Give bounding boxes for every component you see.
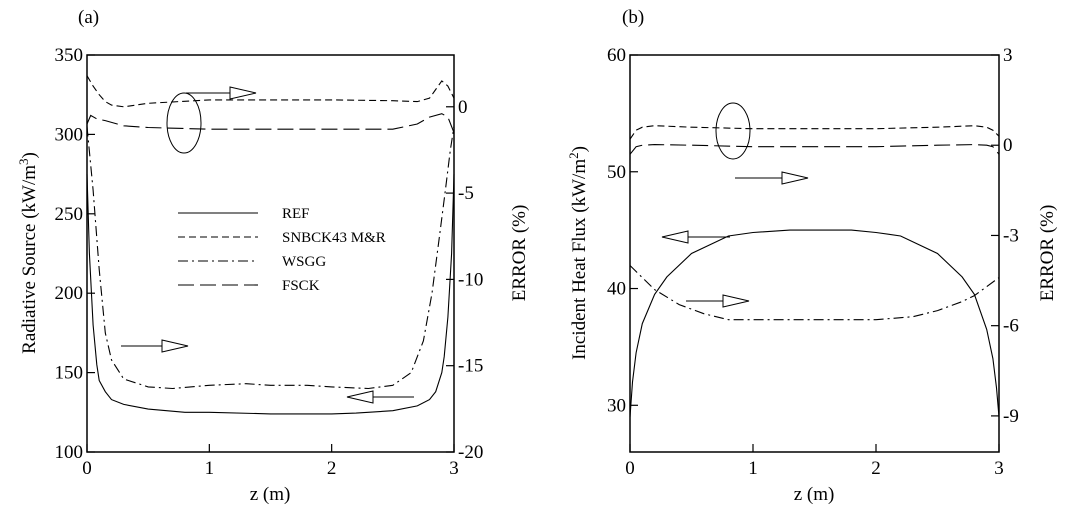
panel-a-legend: REF SNBCK43 M&R WSGG FSCK bbox=[178, 206, 386, 294]
panel-a-ytick-left-label-300: 300 bbox=[55, 124, 84, 145]
panel-a-ytick-right-label-0: 0 bbox=[458, 97, 468, 118]
panel-b-series-snbck43-m-r bbox=[629, 125, 1000, 140]
legend-label-wsgg: WSGG bbox=[282, 254, 326, 270]
panel-a-ytick-left-label-150: 150 bbox=[55, 363, 84, 384]
panel-b-arrow-right-axis-head bbox=[781, 171, 809, 185]
legend-label-snbck43-m-r: SNBCK43 M&R bbox=[282, 230, 386, 246]
panel-a-ticks: 0 1 2 3 100 150 200 250 300 350 -20 -15 -10 -5 0 bbox=[55, 45, 484, 479]
panel-b-arrow-wsgg-head bbox=[722, 294, 750, 308]
panel-b-ytick-left-label-50: 50 bbox=[607, 162, 626, 183]
panel-b-series-fsck bbox=[629, 144, 1000, 155]
panel-a-xtick-label-1: 1 bbox=[205, 458, 215, 479]
panel-b-ylabel-left-end: ) bbox=[569, 146, 590, 152]
legend-label-fsck: FSCK bbox=[282, 278, 320, 294]
panel-a-ytick-left-label-250: 250 bbox=[55, 204, 84, 225]
panel-a-ytick-left-label-350: 350 bbox=[55, 45, 84, 66]
panel-a-ylabel-right: ERROR (%) bbox=[509, 205, 530, 302]
panel-b-ylabel-left: Incident Heat Flux (kW/m2) bbox=[566, 146, 591, 360]
panel-b-label: (b) bbox=[622, 7, 644, 28]
panel-b-ylabel-left-sup: 2 bbox=[566, 152, 581, 159]
panel-b-series bbox=[629, 125, 1000, 418]
panel-b-plot-frame bbox=[629, 54, 1000, 453]
panel-b-ytick-right-label--3: -3 bbox=[1003, 225, 1019, 246]
panel-b-ytick-left-label-60: 60 bbox=[607, 45, 626, 66]
panel-a-ylabel-left-end: ) bbox=[19, 152, 40, 158]
panel-b-ytick-left-label-30: 30 bbox=[607, 395, 626, 416]
panel-b-ticks: 0 1 2 3 30 40 50 60 -9 -6 -3 0 3 bbox=[607, 45, 1019, 479]
panel-b-ytick-right-label-3: 3 bbox=[1003, 45, 1013, 66]
panel-a-series-fsck bbox=[86, 113, 455, 133]
panel-a-ylabel-left-text: Radiative Source (kW/m bbox=[19, 165, 40, 354]
panel-a-ylabel-left: Radiative Source (kW/m3) bbox=[16, 152, 41, 354]
panel-b: (b) 0 1 2 3 30 40 50 60 -9 -6 -3 0 3 z (m) Incident … bbox=[566, 7, 1059, 505]
panel-b-xtick-label-1: 1 bbox=[748, 458, 758, 479]
panel-a-ytick-left-label-200: 200 bbox=[55, 283, 84, 304]
panel-a-annotations bbox=[121, 86, 414, 404]
panel-a-series bbox=[86, 75, 455, 415]
panel-a-xtick-label-3: 3 bbox=[449, 458, 459, 479]
panel-b-arrow-ref-head bbox=[661, 230, 689, 244]
panel-a-ylabel-left-sup: 3 bbox=[16, 158, 31, 165]
panel-b-xtick-label-2: 2 bbox=[871, 458, 881, 479]
panel-a-series-wsgg bbox=[86, 126, 455, 390]
panel-b-ytick-right-label--9: -9 bbox=[1003, 406, 1019, 427]
panel-a-series-snbck43-m-r bbox=[86, 75, 455, 108]
panel-a-xtick-label-0: 0 bbox=[82, 458, 92, 479]
panel-a-arrow-ref-head bbox=[346, 390, 374, 404]
panel-a-plot-frame bbox=[86, 54, 455, 453]
panel-a-xtick-label-2: 2 bbox=[327, 458, 337, 479]
panel-b-ytick-right-label--6: -6 bbox=[1003, 316, 1019, 337]
panel-a-series-ref bbox=[86, 174, 455, 415]
panel-a-arrow-right-axis-head bbox=[229, 86, 257, 100]
panel-a-ytick-left-label-100: 100 bbox=[55, 442, 84, 463]
panel-a-ellipse bbox=[166, 92, 202, 154]
panel-b-ylabel-left-text: Incident Heat Flux (kW/m bbox=[569, 159, 590, 360]
panel-a-arrow-wsgg-head bbox=[161, 339, 189, 353]
panel-b-ylabel-right: ERROR (%) bbox=[1037, 205, 1058, 302]
panel-b-ellipse bbox=[715, 102, 751, 160]
panel-b-series-wsgg bbox=[629, 265, 1000, 321]
panel-b-ytick-right-label-0: 0 bbox=[1003, 135, 1013, 156]
panel-a-ytick-right-label--10: -10 bbox=[458, 269, 483, 290]
panel-b-series-ref bbox=[629, 229, 1000, 418]
panel-b-xlabel: z (m) bbox=[794, 484, 835, 505]
panel-b-xtick-label-3: 3 bbox=[994, 458, 1004, 479]
panel-a-xlabel: z (m) bbox=[250, 484, 291, 505]
panel-b-annotations bbox=[661, 102, 809, 308]
panel-b-ytick-left-label-40: 40 bbox=[607, 279, 626, 300]
panel-a-ytick-right-label--5: -5 bbox=[458, 183, 474, 204]
panel-b-xtick-label-0: 0 bbox=[625, 458, 635, 479]
panel-a: (a) 0 1 2 3 100 150 200 250 300 350 -20 -15 -10 -5 0 R… bbox=[16, 7, 531, 505]
panel-a-label: (a) bbox=[78, 7, 99, 28]
panel-a-ytick-right-label--15: -15 bbox=[458, 356, 483, 377]
panel-a-ytick-right-label--20: -20 bbox=[458, 442, 483, 463]
legend-label-ref: REF bbox=[282, 206, 310, 222]
